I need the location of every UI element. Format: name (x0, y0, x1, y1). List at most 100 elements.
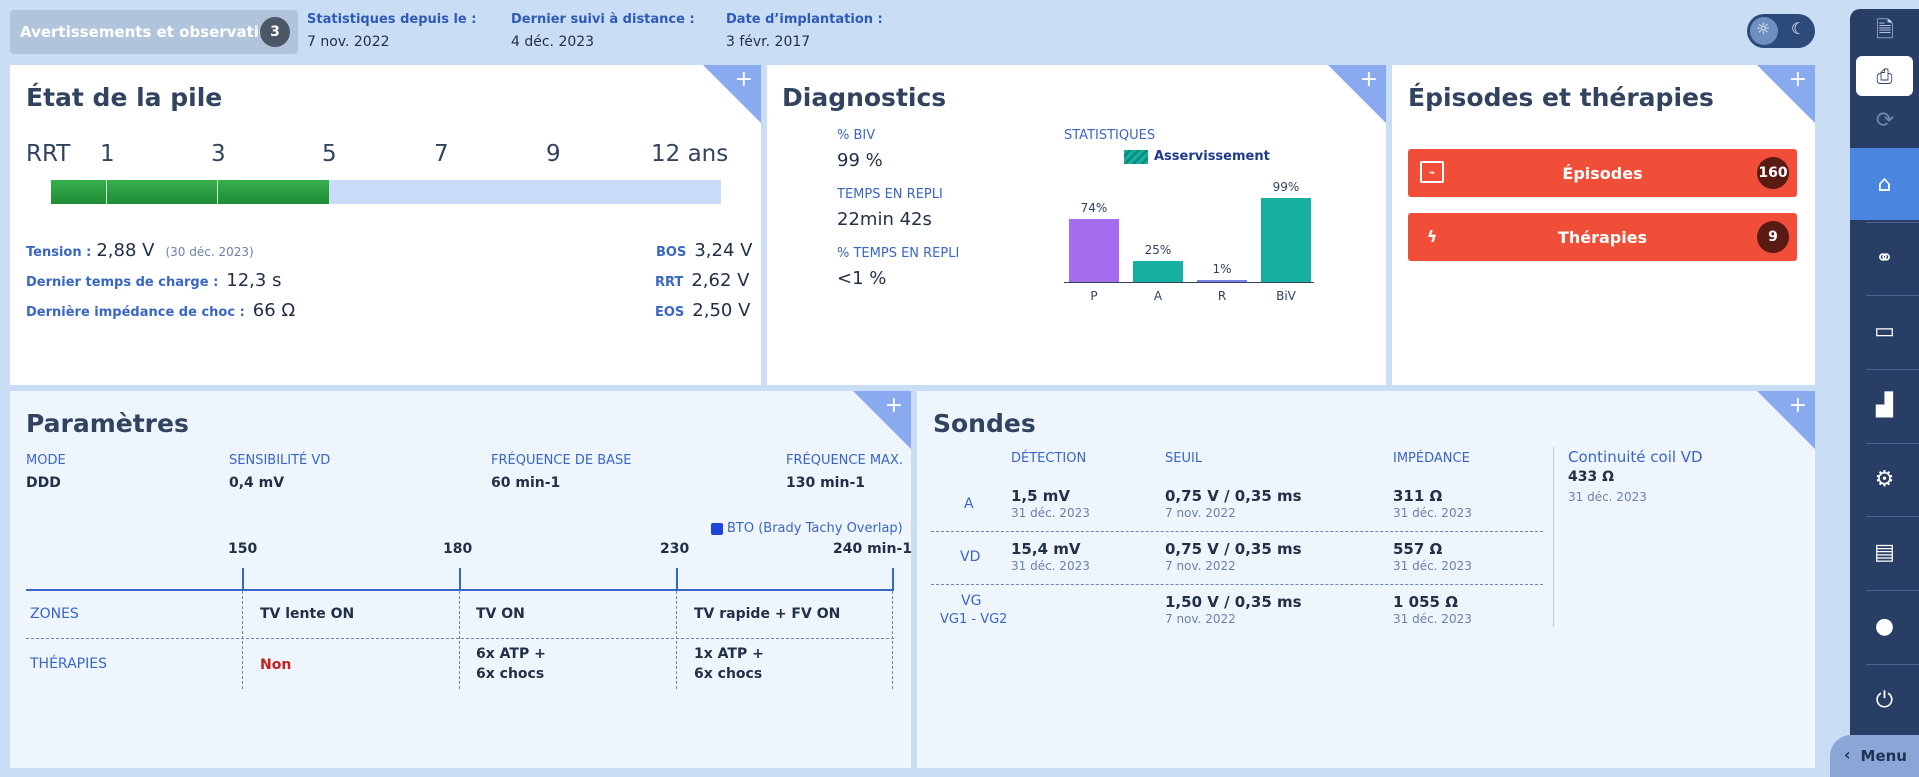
battery-scale-1: 1 (100, 141, 115, 167)
rrt-row: RRT 2,62 V (655, 270, 749, 291)
sidebar-separator (1866, 516, 1919, 517)
rate-tick-mark (676, 568, 678, 590)
parameters-title: Paramètres (26, 409, 189, 438)
lead-name-vg-pole: VG1 - VG2 (940, 612, 1008, 627)
max-rate-label: FRÉQUENCE MAX. (786, 453, 903, 468)
sidebar-separator (1866, 443, 1919, 444)
warnings-label: Avertissements et observations (20, 23, 289, 41)
sidebar (1850, 9, 1919, 767)
zone-divider (459, 591, 460, 689)
fallback-pct-label: % TEMPS EN REPLI (837, 246, 960, 261)
therapy-vt-slow: Non (260, 657, 292, 673)
chart-data-label: 25% (1144, 242, 1172, 257)
sensitivity-label: SENSIBILITÉ VD (229, 453, 331, 468)
lead-name-vd: VD (960, 549, 981, 565)
leads-panel: Sondes + (917, 391, 1815, 768)
therapies-row-label: THÉRAPIES (30, 656, 107, 672)
episodes-expand-corner[interactable] (1757, 65, 1815, 123)
plus-icon[interactable]: + (1788, 67, 1807, 92)
zone-divider (892, 591, 893, 689)
ecg-icon: ⌁ (1420, 161, 1444, 183)
chart-icon[interactable]: ▟ (1876, 392, 1893, 418)
plus-icon[interactable]: + (1359, 67, 1378, 92)
parameters-expand-corner[interactable] (853, 391, 911, 449)
battery-gauge-fill (51, 180, 329, 204)
bos-value: 3,24 V (694, 240, 753, 261)
chart-data-label: 74% (1080, 201, 1108, 216)
diagnostics-chart: 74% P 25% A 1% R 99% BiV (1064, 180, 1314, 312)
lead-vd-impedance: 557 Ω (1393, 540, 1443, 558)
menu-label: Menu (1860, 747, 1907, 765)
leads-expand-corner[interactable] (1757, 391, 1815, 449)
therapy-vf-shocks: 6x chocs (694, 666, 763, 682)
mode-label: MODE (26, 453, 66, 468)
menu-button[interactable]: ‹ Menu (1830, 735, 1919, 777)
charge-row: Dernier temps de charge : 12,3 s (26, 270, 281, 291)
sidebar-separator (1866, 590, 1919, 591)
legend-swatch (1124, 150, 1148, 164)
battery-title: État de la pile (26, 83, 223, 112)
moon-icon: ☾ (1791, 19, 1806, 38)
base-rate-value: 60 min-1 (491, 475, 561, 491)
zone-vt: TV ON (476, 606, 525, 622)
chevron-left-icon: ‹ (1844, 745, 1851, 764)
lead-a-threshold: 0,75 V / 0,35 ms (1165, 487, 1302, 505)
lead-name-a: A (964, 496, 974, 512)
chart-category-label: A (1153, 289, 1163, 303)
battery-scale-5: 5 (322, 141, 337, 167)
battery-expand-corner[interactable] (703, 65, 761, 123)
document-icon[interactable]: 🗎 (1876, 18, 1894, 43)
sidebar-separator (1866, 664, 1919, 665)
rate-tick-mark (459, 568, 461, 590)
settings-icon[interactable]: ⚙ (1874, 466, 1895, 492)
tension-date: (30 déc. 2023) (165, 245, 254, 259)
rate-tick-240: 240 min-1 (833, 541, 913, 557)
lead-vg-threshold: 1,50 V / 0,35 ms (1165, 593, 1302, 611)
episodes-title: Épisodes et thérapies (1408, 83, 1714, 112)
plus-icon[interactable]: + (1788, 393, 1807, 418)
biv-label: % BIV (837, 128, 876, 143)
charge-value: 12,3 s (226, 270, 282, 291)
last-remote-label: Dernier suivi à distance : (511, 12, 695, 27)
sidebar-separator (1866, 222, 1919, 223)
lead-row-divider (931, 584, 1543, 585)
home-icon[interactable]: ⌂ (1850, 148, 1919, 220)
lead-vd-threshold-date: 7 nov. 2022 (1165, 559, 1236, 573)
theme-toggle[interactable]: ☼ ☾ (1747, 14, 1815, 48)
diagnostics-expand-corner[interactable] (1328, 65, 1386, 123)
last-remote-value: 4 déc. 2023 (511, 34, 595, 50)
fallback-time-label: TEMPS EN REPLI (837, 187, 943, 202)
implant-date-label: Date d’implantation : (726, 12, 883, 27)
plus-icon[interactable]: + (884, 393, 903, 418)
sync-icon[interactable]: ⟳ (1875, 107, 1895, 133)
lead-vg-impedance: 1 055 Ω (1393, 593, 1458, 611)
light-theme-button[interactable] (1750, 17, 1778, 45)
warnings-button[interactable]: Avertissements et observations 3 (10, 10, 298, 54)
power-icon[interactable]: ⏻ (1875, 687, 1894, 713)
eos-value: 2,50 V (692, 300, 751, 321)
chart-category-label: R (1217, 289, 1227, 303)
user-icon[interactable]: ● (1874, 613, 1895, 639)
episodes-label: Épisodes (1562, 163, 1643, 183)
plus-icon[interactable]: + (734, 67, 753, 92)
zone-row-divider (26, 638, 894, 639)
lead-vd-threshold: 0,75 V / 0,35 ms (1165, 540, 1302, 558)
report-icon[interactable]: ▤ (1874, 539, 1895, 565)
therapy-vt-atp: 6x ATP + (476, 646, 546, 662)
sun-icon: ☼ (1756, 19, 1771, 38)
mode-value: DDD (26, 475, 61, 491)
battery-scale-9: 9 (546, 141, 561, 167)
therapies-button[interactable]: ϟ Thérapies 9 (1408, 213, 1797, 261)
transmission-icon[interactable]: ⚭ (1875, 245, 1894, 271)
parameters-panel: Paramètres + (10, 391, 911, 768)
episodes-button[interactable]: ⌁ Épisodes 160 (1408, 149, 1797, 197)
therapies-label: Thérapies (1557, 227, 1648, 247)
bto-legend-swatch (711, 523, 723, 535)
col-detection: DÉTECTION (1011, 451, 1087, 466)
lead-a-detection: 1,5 mV (1011, 487, 1071, 505)
chart-baseline (1064, 282, 1314, 283)
battery-gauge-tick (217, 180, 218, 204)
print-icon[interactable]: ⎙ (1856, 56, 1913, 96)
fallback-time-value: 22min 42s (837, 209, 932, 230)
monitor-icon[interactable]: ▭ (1874, 318, 1895, 344)
